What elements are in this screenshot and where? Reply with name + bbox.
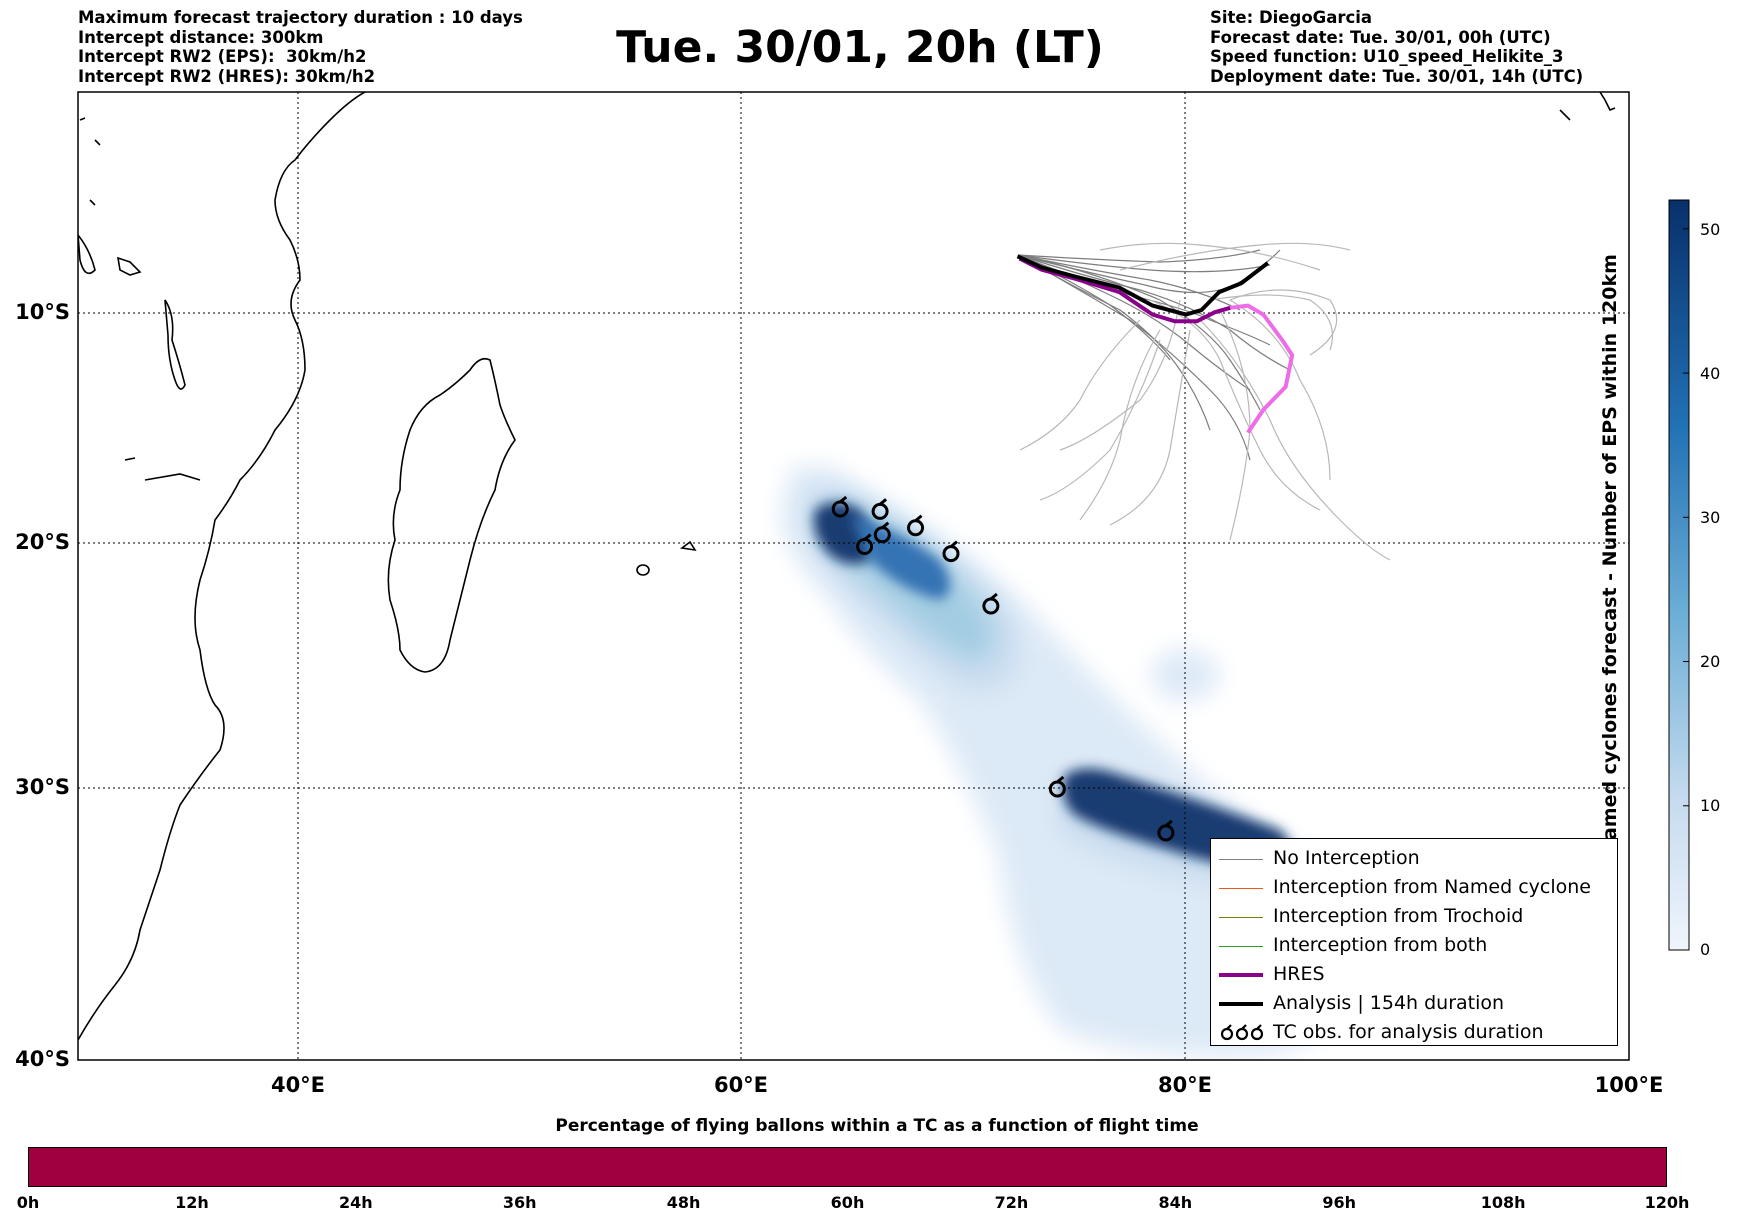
colorbar-title: Named cyclones forecast - Number of EPS … bbox=[1599, 254, 1621, 856]
lat-label: 30°S bbox=[15, 775, 70, 799]
time-bar-label: 60h bbox=[830, 1193, 865, 1212]
info-right: Site: DiegoGarcia Forecast date: Tue. 30… bbox=[1210, 8, 1583, 86]
time-bar-label: 72h bbox=[994, 1193, 1029, 1212]
legend-item: Interception from Named cyclone bbox=[1211, 874, 1617, 903]
tc-obs-marker bbox=[942, 540, 960, 563]
tc-observations bbox=[831, 495, 1175, 842]
lon-label: 80°E bbox=[1157, 1073, 1213, 1097]
legend-label: Interception from Named cyclone bbox=[1273, 876, 1591, 898]
time-bar-label: 108h bbox=[1480, 1193, 1526, 1212]
info-left-line: Intercept RW2 (EPS): 30km/h2 bbox=[78, 47, 367, 66]
info-left: Maximum forecast trajectory duration : 1… bbox=[78, 8, 523, 86]
colorbar-tick-label: 40 bbox=[1700, 364, 1721, 383]
legend-label: Interception from Trochoid bbox=[1273, 905, 1524, 927]
tc-obs-marker bbox=[907, 514, 925, 537]
legend-item: No Interception bbox=[1211, 845, 1617, 874]
info-left-line: Maximum forecast trajectory duration : 1… bbox=[78, 8, 523, 27]
time-bar-title: Percentage of flying ballons within a TC… bbox=[555, 1116, 1199, 1136]
legend: No Interception Interception from Named … bbox=[1210, 838, 1618, 1046]
colorbar-tick-label: 10 bbox=[1700, 796, 1721, 815]
legend-line bbox=[1219, 917, 1263, 918]
tc-obs-marker bbox=[1048, 775, 1066, 798]
eps-trajectories-light bbox=[1019, 242, 1391, 561]
colorbar bbox=[1668, 199, 1690, 951]
legend-item: Interception from Trochoid bbox=[1211, 903, 1617, 932]
tc-obs-marker bbox=[871, 498, 889, 520]
legend-label: No Interception bbox=[1273, 847, 1420, 869]
time-bar-label: 96h bbox=[1322, 1193, 1357, 1212]
info-left-line: Intercept distance: 300km bbox=[78, 27, 324, 47]
grid bbox=[78, 92, 1629, 1060]
legend-line bbox=[1219, 973, 1263, 977]
lat-label: 10°S bbox=[15, 300, 70, 324]
info-right-line: Deployment date: Tue. 30/01, 14h (UTC) bbox=[1210, 66, 1584, 86]
legend-item: Analysis | 154h duration bbox=[1211, 990, 1617, 1019]
info-right-line: Forecast date: Tue. 30/01, 00h (UTC) bbox=[1210, 27, 1551, 47]
colorbar-tick-label: 20 bbox=[1700, 652, 1721, 671]
page-title: Tue. 30/01, 20h (LT) bbox=[616, 22, 1104, 73]
tc-symbol-icon bbox=[1220, 1024, 1264, 1041]
tc-obs-marker bbox=[873, 521, 891, 544]
tc-obs-marker bbox=[831, 495, 849, 518]
tc-obs-marker bbox=[1157, 819, 1175, 842]
colorbar-tick-label: 0 bbox=[1700, 940, 1711, 959]
legend-label: HRES bbox=[1273, 963, 1325, 985]
coastlines bbox=[78, 92, 1616, 1041]
legend-line bbox=[1219, 859, 1263, 860]
hres-track bbox=[1018, 256, 1231, 324]
colorbar-ticks bbox=[1683, 228, 1689, 951]
lat-label: 20°S bbox=[15, 530, 70, 554]
colorbar-tick-label: 30 bbox=[1700, 508, 1721, 527]
legend-line bbox=[1219, 888, 1263, 889]
lon-label: 60°E bbox=[713, 1073, 769, 1097]
tc-obs-marker bbox=[856, 533, 874, 556]
lat-label: 40°S bbox=[15, 1047, 70, 1071]
time-bar-label: 36h bbox=[502, 1193, 537, 1212]
time-bar-label: 48h bbox=[666, 1193, 701, 1212]
legend-item: Interception from both bbox=[1211, 932, 1617, 961]
time-bar-label: 84h bbox=[1158, 1193, 1193, 1212]
legend-label: TC obs. for analysis duration bbox=[1273, 1021, 1544, 1043]
legend-item: TC obs. for analysis duration bbox=[1211, 1019, 1617, 1048]
lon-label: 40°E bbox=[270, 1073, 326, 1097]
time-bar bbox=[28, 1147, 1667, 1187]
map-frame bbox=[77, 91, 1630, 1061]
legend-item: HRES bbox=[1211, 961, 1617, 990]
legend-label: Interception from both bbox=[1273, 934, 1488, 956]
analysis-track bbox=[1016, 254, 1270, 317]
lon-label: 100°E bbox=[1594, 1073, 1664, 1097]
time-bar-label: 120h bbox=[1644, 1193, 1690, 1212]
info-right-line: Speed function: U10_speed_Helikite_3 bbox=[1210, 47, 1564, 66]
time-bar-label: 0h bbox=[16, 1193, 40, 1212]
info-right-line: Site: DiegoGarcia bbox=[1210, 8, 1373, 27]
info-left-line: Intercept RW2 (HRES): 30km/h2 bbox=[78, 66, 376, 86]
hres-track-continuation bbox=[1229, 303, 1295, 434]
time-bar-label: 12h bbox=[175, 1193, 209, 1212]
legend-label: Analysis | 154h duration bbox=[1273, 992, 1505, 1014]
colorbar-tick-label: 50 bbox=[1700, 220, 1721, 239]
tc-obs-marker bbox=[982, 592, 1000, 615]
legend-line bbox=[1219, 946, 1263, 947]
time-bar-label: 24h bbox=[338, 1193, 373, 1212]
legend-line bbox=[1219, 1002, 1263, 1006]
